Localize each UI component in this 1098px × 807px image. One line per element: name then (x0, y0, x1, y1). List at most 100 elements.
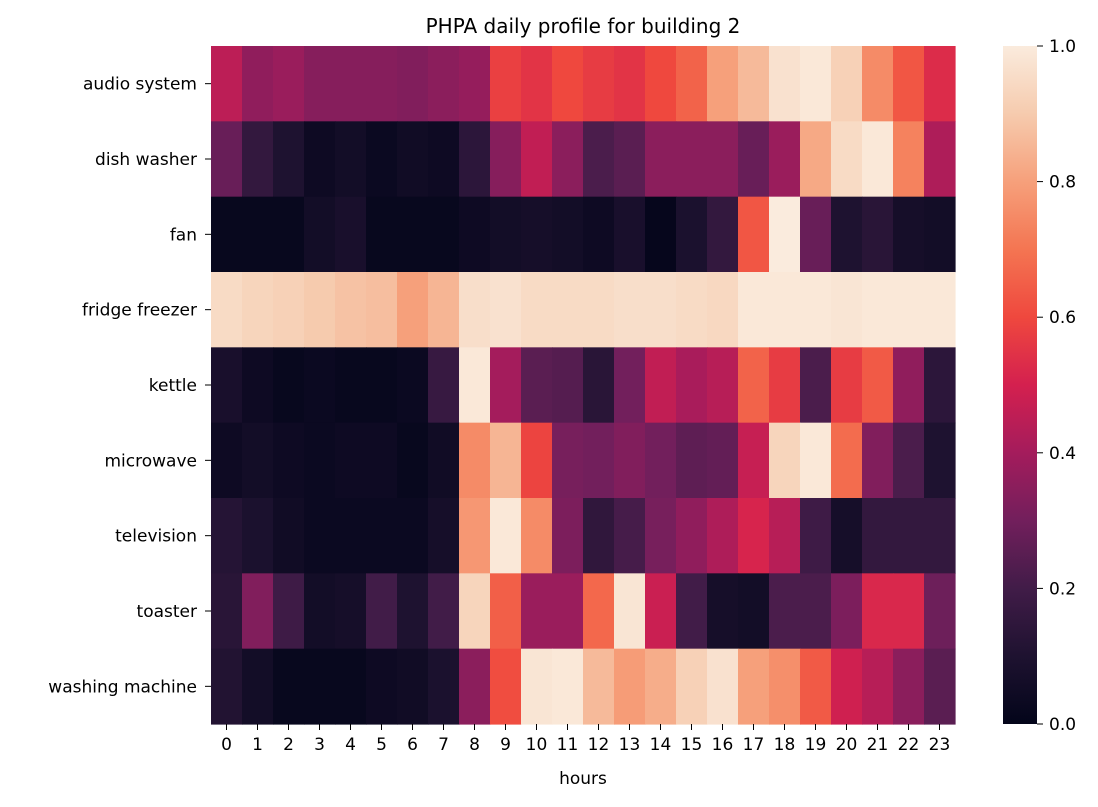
heatmap-cell (397, 498, 429, 574)
heatmap-cell (428, 347, 460, 424)
heatmap-cell (862, 121, 894, 198)
heatmap-cell (707, 46, 739, 122)
heatmap-cell (707, 422, 739, 499)
heatmap-cell (490, 46, 522, 122)
heatmap-cell (366, 46, 398, 122)
heatmap-cell (893, 46, 925, 122)
heatmap-cell (366, 121, 398, 198)
heatmap-cell (645, 422, 677, 499)
heatmap-cell (769, 196, 801, 273)
x-tick-label: 17 (743, 735, 765, 755)
x-tick-label: 21 (867, 735, 889, 755)
heatmap-cell (800, 422, 832, 499)
heatmap-cell (304, 46, 336, 122)
heatmap-cell (583, 498, 615, 574)
x-tick-label: 22 (898, 735, 920, 755)
heatmap-cell (738, 121, 770, 198)
heatmap-cell (552, 422, 584, 499)
heatmap-cell (211, 272, 243, 348)
heatmap-cell (397, 573, 429, 650)
heatmap-cell (521, 573, 553, 650)
heatmap-cell (831, 573, 863, 650)
heatmap-cell (242, 422, 274, 499)
heatmap-cell (459, 422, 491, 499)
heatmap-cell (459, 196, 491, 273)
heatmap-cell (366, 422, 398, 499)
heatmap-cell (676, 573, 708, 650)
heatmap-cell (707, 498, 739, 574)
x-tick-label: 15 (681, 735, 703, 755)
heatmap-cell (335, 347, 367, 424)
heatmap-cell (831, 347, 863, 424)
heatmap-cell (397, 196, 429, 273)
heatmap-cell (862, 196, 894, 273)
colorbar-tick-label: 0.8 (1049, 173, 1076, 193)
heatmap-cell (924, 498, 956, 574)
heatmap-cell (893, 121, 925, 198)
heatmap-cell (893, 196, 925, 273)
heatmap-cell (645, 196, 677, 273)
heatmap-cell (924, 272, 956, 348)
heatmap-cells (211, 46, 956, 725)
heatmap-cell (335, 498, 367, 574)
heatmap-cell (273, 498, 305, 574)
heatmap-cell (583, 272, 615, 348)
heatmap-cell (273, 573, 305, 650)
heatmap-cell (893, 498, 925, 574)
x-tick-label: 12 (588, 735, 610, 755)
heatmap-cell (552, 46, 584, 122)
heatmap-cell (490, 422, 522, 499)
heatmap-cell (583, 121, 615, 198)
x-tick-label: 20 (836, 735, 858, 755)
heatmap-cell (273, 272, 305, 348)
heatmap-cell (428, 46, 460, 122)
heatmap-cell (924, 422, 956, 499)
heatmap-cell (552, 648, 584, 725)
x-axis-label: hours (559, 769, 607, 789)
heatmap-cell (335, 46, 367, 122)
heatmap-cell (676, 422, 708, 499)
heatmap-cell (707, 347, 739, 424)
heatmap-cell (800, 196, 832, 273)
y-tick-label: toaster (137, 602, 197, 622)
y-tick-label: audio system (83, 75, 197, 95)
chart-title: PHPA daily profile for building 2 (426, 14, 741, 38)
heatmap-cell (366, 347, 398, 424)
heatmap-cell (583, 347, 615, 424)
heatmap-cell (211, 422, 243, 499)
heatmap-cell (614, 422, 646, 499)
heatmap-cell (397, 46, 429, 122)
heatmap-cell (428, 498, 460, 574)
heatmap-cell (521, 46, 553, 122)
heatmap-cell (583, 46, 615, 122)
heatmap-cell (335, 196, 367, 273)
heatmap-cell (862, 272, 894, 348)
heatmap-cell (614, 498, 646, 574)
x-tick-label: 16 (712, 735, 734, 755)
heatmap-cell (924, 648, 956, 725)
heatmap-cell (707, 648, 739, 725)
heatmap-cell (397, 648, 429, 725)
heatmap-cell (769, 573, 801, 650)
heatmap-cell (273, 422, 305, 499)
heatmap-cell (893, 422, 925, 499)
heatmap-cell (521, 196, 553, 273)
heatmap-cell (521, 422, 553, 499)
x-tick-label: 5 (376, 735, 387, 755)
x-tick-label: 8 (469, 735, 480, 755)
heatmap-cell (614, 573, 646, 650)
heatmap-cell (645, 573, 677, 650)
x-tick-label: 3 (314, 735, 325, 755)
heatmap-cell (676, 498, 708, 574)
heatmap-cell (738, 196, 770, 273)
heatmap-cell (490, 121, 522, 198)
heatmap-cell (459, 121, 491, 198)
x-tick-label: 6 (407, 735, 418, 755)
heatmap-cell (459, 46, 491, 122)
heatmap-cell (521, 272, 553, 348)
heatmap-cell (521, 121, 553, 198)
x-tick-label: 11 (557, 735, 579, 755)
heatmap-cell (645, 46, 677, 122)
